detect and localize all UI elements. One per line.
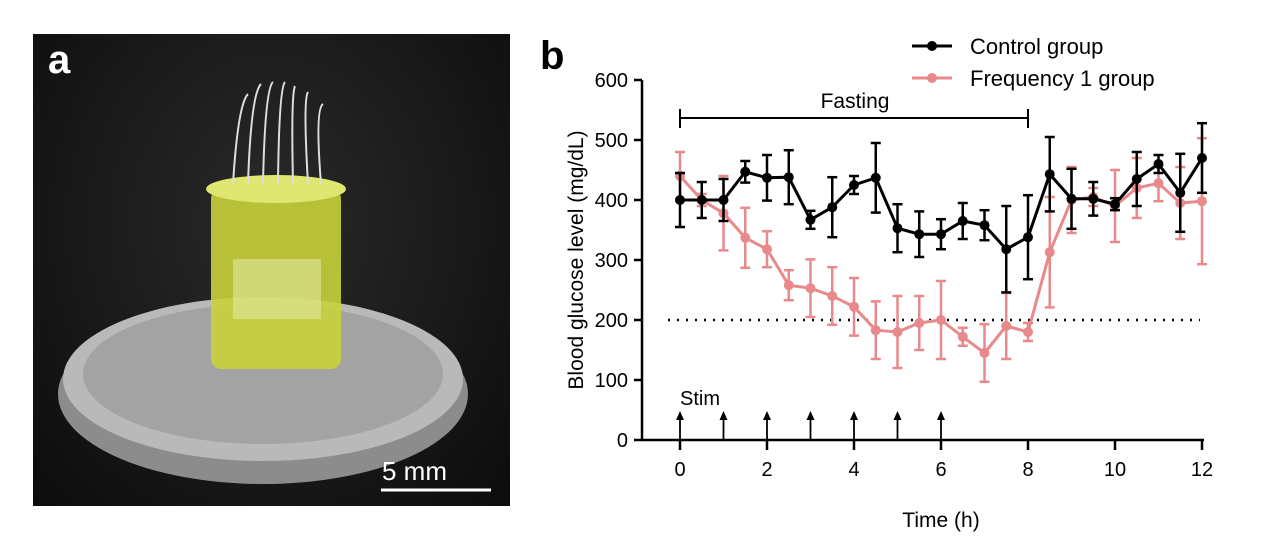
- stim-arrowhead: [806, 411, 815, 420]
- data-point: [805, 283, 816, 294]
- data-point: [914, 318, 925, 328]
- legend-marker: [927, 41, 937, 51]
- data-point: [914, 229, 925, 240]
- data-point: [1131, 174, 1142, 184]
- data-point: [1044, 247, 1055, 258]
- data-point: [1001, 321, 1012, 331]
- data-point: [1023, 232, 1033, 243]
- data-point: [1001, 244, 1012, 255]
- y-tick-label: 600: [595, 70, 628, 92]
- fasting-label: Fasting: [821, 90, 890, 113]
- data-point: [979, 220, 990, 231]
- stim-arrowhead: [763, 411, 771, 420]
- y-tick-label: 200: [595, 310, 628, 332]
- data-point: [805, 214, 816, 225]
- data-point: [892, 223, 903, 234]
- stim-arrowhead: [719, 411, 728, 420]
- data-point: [979, 348, 990, 358]
- y-tick-label: 500: [595, 130, 628, 152]
- x-tick-label: 2: [761, 459, 772, 481]
- data-point: [696, 195, 707, 205]
- data-point: [870, 325, 881, 336]
- data-point: [740, 166, 751, 177]
- y-axis-label: Blood glucose level (mg/dL): [565, 130, 588, 389]
- data-point: [957, 331, 968, 342]
- data-point: [1197, 196, 1207, 207]
- y-tick-label: 300: [595, 250, 628, 272]
- stim-arrowhead: [937, 411, 945, 420]
- data-point: [849, 301, 859, 312]
- data-point: [1110, 199, 1120, 210]
- data-point: [783, 280, 794, 291]
- y-tick-label: 400: [595, 190, 628, 212]
- data-point: [1197, 153, 1207, 163]
- data-point: [718, 195, 729, 205]
- x-axis-label: Time (h): [902, 509, 979, 532]
- data-point: [762, 172, 772, 183]
- data-point: [1044, 169, 1055, 180]
- y-tick-label: 0: [617, 430, 628, 452]
- x-tick-label: 12: [1191, 459, 1213, 481]
- scale-bar-label: 5 mm: [382, 456, 447, 486]
- data-point: [740, 232, 751, 243]
- data-point: [849, 180, 859, 190]
- x-tick-label: 4: [848, 459, 859, 481]
- data-point: [936, 229, 946, 240]
- data-point: [1153, 159, 1164, 169]
- data-point: [1088, 193, 1099, 204]
- data-point: [1023, 327, 1033, 337]
- device-illustration: [58, 81, 491, 492]
- data-point: [827, 202, 838, 213]
- data-point: [936, 315, 946, 325]
- data-point: [1153, 178, 1164, 189]
- data-point: [827, 291, 838, 301]
- x-tick-label: 8: [1022, 459, 1033, 481]
- legend-label: Frequency 1 group: [970, 66, 1155, 91]
- device-photo: [33, 34, 510, 506]
- data-point: [1175, 187, 1186, 198]
- data-point: [675, 195, 685, 205]
- panel-b-label: b: [540, 34, 565, 78]
- x-tick-label: 6: [935, 459, 946, 481]
- stim-label: Stim: [680, 388, 720, 410]
- y-tick-label: 100: [595, 370, 628, 392]
- legend-label: Control group: [970, 34, 1103, 59]
- data-point: [957, 216, 968, 226]
- data-point: [892, 327, 903, 337]
- stim-arrowhead: [850, 411, 858, 420]
- stim-arrowhead: [676, 411, 684, 420]
- data-point: [870, 172, 881, 183]
- x-tick-label: 10: [1104, 459, 1126, 481]
- data-point: [783, 172, 794, 183]
- data-point: [1066, 193, 1077, 204]
- x-tick-label: 0: [674, 459, 685, 481]
- panel-a-label: a: [48, 38, 71, 82]
- stim-arrowhead: [893, 411, 902, 420]
- legend-marker: [927, 73, 937, 83]
- data-point: [762, 244, 772, 255]
